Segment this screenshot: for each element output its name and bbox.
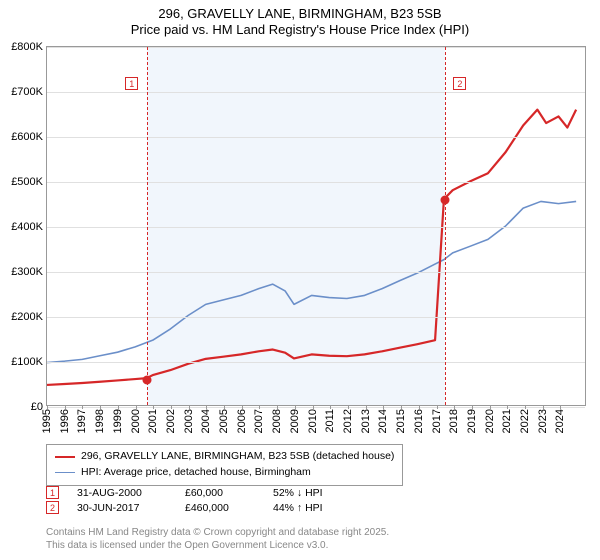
gridline xyxy=(47,317,585,318)
x-axis-label: 2012 xyxy=(342,409,354,433)
x-axis-label: 2002 xyxy=(165,409,177,433)
x-axis-label: 2011 xyxy=(324,409,336,433)
y-axis-label: £600K xyxy=(11,131,43,143)
gridline xyxy=(47,272,585,273)
event-dot xyxy=(143,376,152,385)
x-axis-label: 2003 xyxy=(183,409,195,433)
legend: 296, GRAVELLY LANE, BIRMINGHAM, B23 5SB … xyxy=(46,444,403,486)
y-axis-label: £400K xyxy=(11,221,43,233)
x-axis-label: 2022 xyxy=(519,409,531,433)
gridline xyxy=(47,92,585,93)
gridline xyxy=(47,362,585,363)
event-date: 31-AUG-2000 xyxy=(77,487,167,499)
x-axis-label: 1998 xyxy=(94,409,106,433)
x-axis-label: 2023 xyxy=(537,409,549,433)
y-axis-label: £700K xyxy=(11,86,43,98)
event-price: £60,000 xyxy=(185,487,255,499)
x-axis-label: 2000 xyxy=(130,409,142,433)
event-line xyxy=(147,47,148,405)
event-row: 1 31-AUG-2000 £60,000 52% ↓ HPI xyxy=(46,486,323,499)
event-number-box: 2 xyxy=(46,501,59,514)
x-axis-label: 2008 xyxy=(271,409,283,433)
event-price: £460,000 xyxy=(185,502,255,514)
event-delta: 52% ↓ HPI xyxy=(273,487,323,499)
legend-label: HPI: Average price, detached house, Birm… xyxy=(81,465,311,481)
title-address: 296, GRAVELLY LANE, BIRMINGHAM, B23 5SB xyxy=(0,6,600,22)
title-subtitle: Price paid vs. HM Land Registry's House … xyxy=(0,22,600,38)
x-axis-label: 1996 xyxy=(59,409,71,433)
x-axis-label: 1999 xyxy=(112,409,124,433)
y-axis-label: £100K xyxy=(11,356,43,368)
attribution-line1: Contains HM Land Registry data © Crown c… xyxy=(46,526,389,539)
x-axis-label: 2018 xyxy=(448,409,460,433)
x-axis-label: 2021 xyxy=(501,409,513,433)
x-axis-label: 2010 xyxy=(307,409,319,433)
event-date: 30-JUN-2017 xyxy=(77,502,167,514)
x-axis-label: 2007 xyxy=(253,409,265,433)
x-axis-label: 2020 xyxy=(484,409,496,433)
series-price_paid xyxy=(47,110,576,385)
attribution-line2: This data is licensed under the Open Gov… xyxy=(46,539,389,552)
x-axis-label: 1997 xyxy=(76,409,88,433)
event-dot xyxy=(441,196,450,205)
x-axis-label: 2006 xyxy=(236,409,248,433)
x-axis-label: 2015 xyxy=(395,409,407,433)
x-axis-label: 2009 xyxy=(289,409,301,433)
y-axis-label: £800K xyxy=(11,41,43,53)
event-number-marker: 2 xyxy=(453,77,466,90)
attribution: Contains HM Land Registry data © Crown c… xyxy=(46,526,389,552)
legend-item-price-paid: 296, GRAVELLY LANE, BIRMINGHAM, B23 5SB … xyxy=(55,449,394,465)
gridline xyxy=(47,182,585,183)
x-axis-label: 1995 xyxy=(41,409,53,433)
event-delta: 44% ↑ HPI xyxy=(273,502,323,514)
x-axis-label: 2004 xyxy=(200,409,212,433)
gridline xyxy=(47,407,585,408)
y-axis-label: £500K xyxy=(11,176,43,188)
y-axis-label: £200K xyxy=(11,311,43,323)
x-axis-label: 2001 xyxy=(147,409,159,433)
legend-label: 296, GRAVELLY LANE, BIRMINGHAM, B23 5SB … xyxy=(81,449,394,465)
gridline xyxy=(47,47,585,48)
legend-item-hpi: HPI: Average price, detached house, Birm… xyxy=(55,465,394,481)
chart-container: { "title": { "line1": "296, GRAVELLY LAN… xyxy=(0,0,600,560)
y-axis-label: £300K xyxy=(11,266,43,278)
legend-swatch xyxy=(55,472,75,473)
x-axis-label: 2024 xyxy=(554,409,566,433)
chart-title: 296, GRAVELLY LANE, BIRMINGHAM, B23 5SB … xyxy=(0,0,600,39)
gridline xyxy=(47,227,585,228)
x-axis-label: 2014 xyxy=(377,409,389,433)
event-number-box: 1 xyxy=(46,486,59,499)
plot-area: £0£100K£200K£300K£400K£500K£600K£700K£80… xyxy=(46,46,586,406)
x-axis-label: 2005 xyxy=(218,409,230,433)
x-axis-label: 2017 xyxy=(431,409,443,433)
legend-swatch xyxy=(55,456,75,458)
event-number-marker: 1 xyxy=(125,77,138,90)
x-axis-label: 2016 xyxy=(413,409,425,433)
event-row: 2 30-JUN-2017 £460,000 44% ↑ HPI xyxy=(46,501,323,514)
x-axis-label: 2019 xyxy=(466,409,478,433)
x-axis-label: 2013 xyxy=(360,409,372,433)
line-series-svg xyxy=(47,47,585,405)
event-list: 1 31-AUG-2000 £60,000 52% ↓ HPI 2 30-JUN… xyxy=(46,486,323,516)
event-line xyxy=(445,47,446,405)
series-hpi xyxy=(47,201,576,362)
gridline xyxy=(47,137,585,138)
